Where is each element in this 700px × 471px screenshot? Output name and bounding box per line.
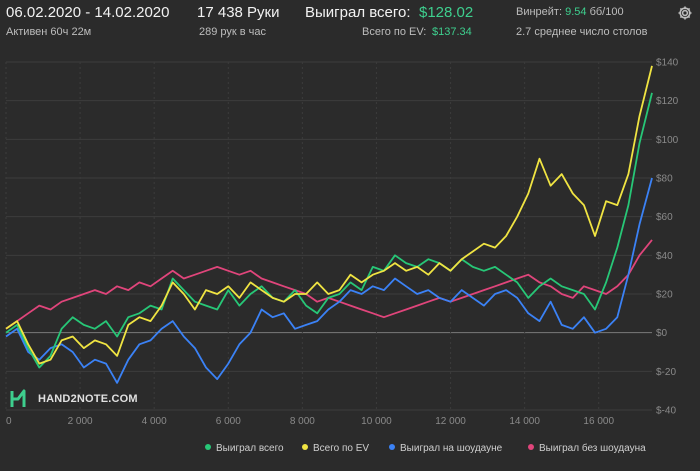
legend-item-ev[interactable]: Всего по EV [302, 443, 369, 454]
winrate-label: Винрейт: [516, 6, 563, 18]
x-tick-label: 0 [6, 416, 12, 427]
series-line-non-showdown [5, 239, 653, 330]
series-lines [5, 65, 653, 384]
legend-label-non-showdown: Выиграл без шоудауна [539, 443, 646, 454]
x-tick-label: 8 000 [290, 416, 315, 427]
x-tick-label: 4 000 [142, 416, 167, 427]
winrate-unit: бб/100 [589, 6, 624, 18]
gear-icon[interactable] [677, 5, 693, 21]
date-range: 06.02.2020 - 14.02.2020 [6, 4, 170, 21]
chart-area: $-40 $-20 $0 $20 $40 $60 $80 $100 $120 $140 0 2 00… [0, 50, 700, 466]
active-time: Активен 60ч 22м [6, 26, 92, 38]
avg-tables: 2.7 среднее число столов [516, 26, 648, 38]
stats-header: 06.02.2020 - 14.02.2020 Активен 60ч 22м … [0, 0, 700, 50]
legend-dot-ev [302, 444, 308, 450]
x-tick-label: 14 000 [509, 416, 540, 427]
winnings-chart: $-40 $-20 $0 $20 $40 $60 $80 $100 $120 $140 0 2 00… [5, 58, 679, 427]
legend-item-non-showdown[interactable]: Выиграл без шоудауна [528, 443, 646, 454]
legend-item-showdown[interactable]: Выиграл на шоудауне [389, 443, 502, 454]
y-tick-label: $-40 [656, 406, 676, 417]
legend-item-won[interactable]: Выиграл всего [205, 443, 284, 454]
winrate: Винрейт: 9.54 бб/100 [516, 6, 624, 18]
legend-dot-won [205, 444, 211, 450]
legend-label-showdown: Выиграл на шоудауне [400, 443, 503, 454]
series-line-ev [5, 65, 653, 365]
y-tick-label: $80 [656, 174, 673, 185]
x-tick-label: 6 000 [216, 416, 241, 427]
y-axis-ticks: $-40 $-20 $0 $20 $40 $60 $80 $100 $120 $140 [656, 58, 679, 417]
logo-text: HAND2NOTE.COM [38, 393, 138, 405]
hand2note-logo-icon [10, 389, 26, 407]
x-tick-label: 16 000 [583, 416, 614, 427]
y-tick-label: $40 [656, 251, 673, 262]
legend-label-ev: Всего по EV [313, 443, 370, 454]
y-tick-label: $140 [656, 58, 679, 69]
series-line-won [5, 92, 653, 369]
won-total-label: Выиграл всего: [305, 4, 411, 21]
x-tick-label: 12 000 [435, 416, 466, 427]
y-tick-label: $20 [656, 290, 673, 301]
hands-count: 17 438 Руки [197, 4, 280, 21]
series-line-showdown [5, 177, 653, 384]
winrate-value: 9.54 [565, 6, 587, 18]
legend-dot-non-showdown [528, 444, 534, 450]
legend-label-won: Выиграл всего [216, 443, 284, 454]
x-tick-label: 10 000 [361, 416, 392, 427]
ev-total-label: Всего по EV: [362, 26, 427, 38]
won-total-value: $128.02 [419, 4, 474, 21]
y-tick-label: $100 [656, 135, 679, 146]
x-tick-label: 2 000 [68, 416, 93, 427]
chart-grid [5, 61, 652, 411]
ev-total-value: $137.34 [432, 26, 472, 38]
x-axis-ticks: 0 2 000 4 000 6 000 8 000 10 000 12 000 14 000 1… [6, 416, 614, 427]
legend-dot-showdown [389, 444, 395, 450]
y-tick-label: $-20 [656, 367, 676, 378]
chart-legend: Выиграл всего Всего по EV Выиграл на шоу… [200, 443, 700, 459]
hands-per-hour: 289 рук в час [199, 26, 267, 38]
y-tick-label: $120 [656, 96, 679, 107]
y-tick-label: $60 [656, 212, 673, 223]
y-tick-label: $0 [656, 328, 668, 339]
